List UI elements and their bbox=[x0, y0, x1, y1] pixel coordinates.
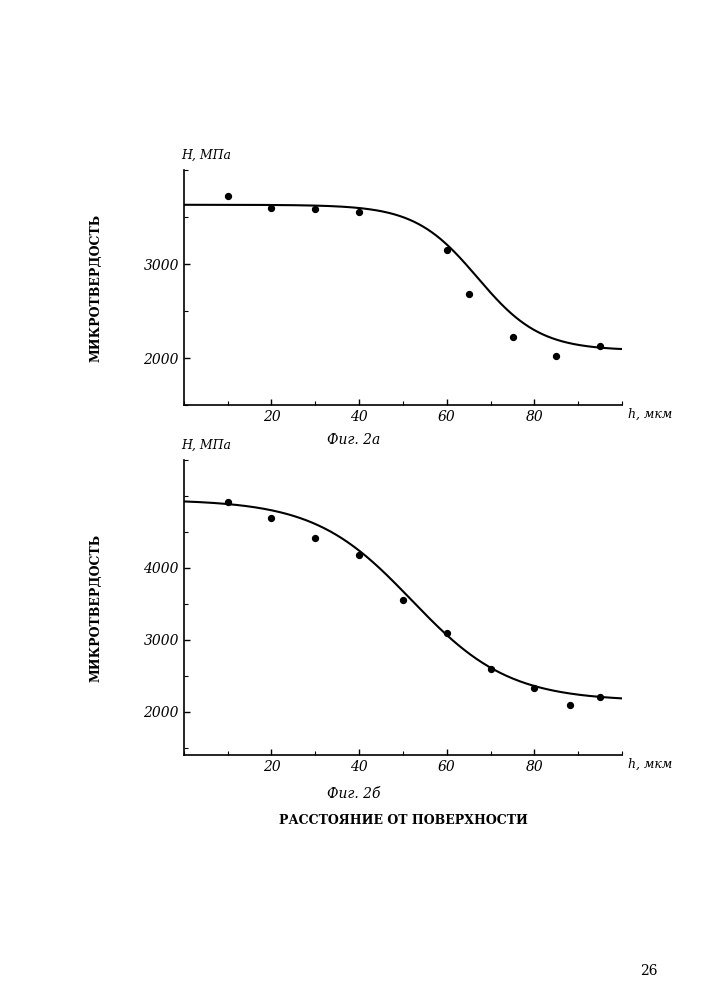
Point bbox=[354, 547, 365, 563]
Text: РАССТОЯНИЕ ОТ ПОВЕРХНОСТИ: РАССТОЯНИЕ ОТ ПОВЕРХНОСТИ bbox=[279, 471, 527, 484]
Text: h, мкм: h, мкм bbox=[628, 758, 672, 771]
Point bbox=[222, 188, 233, 204]
Point bbox=[529, 680, 540, 696]
Text: H, МПа: H, МПа bbox=[181, 149, 231, 162]
Text: РАССТОЯНИЕ ОТ ПОВЕРХНОСТИ: РАССТОЯНИЕ ОТ ПОВЕРХНОСТИ bbox=[279, 814, 527, 827]
Point bbox=[222, 494, 233, 510]
Text: H, МПа: H, МПа bbox=[181, 439, 231, 452]
Text: МИКРОТВЕРДОСТЬ: МИКРОТВЕРДОСТЬ bbox=[90, 213, 103, 362]
Point bbox=[266, 200, 277, 216]
Point bbox=[595, 689, 606, 705]
Point bbox=[441, 242, 452, 258]
Point bbox=[564, 697, 575, 713]
Point bbox=[266, 510, 277, 526]
Point bbox=[595, 338, 606, 354]
Text: Фиг. 2б: Фиг. 2б bbox=[327, 787, 380, 801]
Point bbox=[441, 625, 452, 641]
Point bbox=[354, 204, 365, 220]
Point bbox=[507, 329, 518, 345]
Point bbox=[397, 592, 409, 608]
Point bbox=[485, 661, 496, 677]
Text: МИКРОТВЕРДОСТЬ: МИКРОТВЕРДОСТЬ bbox=[90, 533, 103, 682]
Text: h, мкм: h, мкм bbox=[628, 408, 672, 421]
Point bbox=[310, 201, 321, 217]
Point bbox=[463, 286, 474, 302]
Point bbox=[310, 530, 321, 546]
Text: 26: 26 bbox=[640, 964, 658, 978]
Point bbox=[551, 348, 562, 364]
Text: Фиг. 2а: Фиг. 2а bbox=[327, 433, 380, 447]
